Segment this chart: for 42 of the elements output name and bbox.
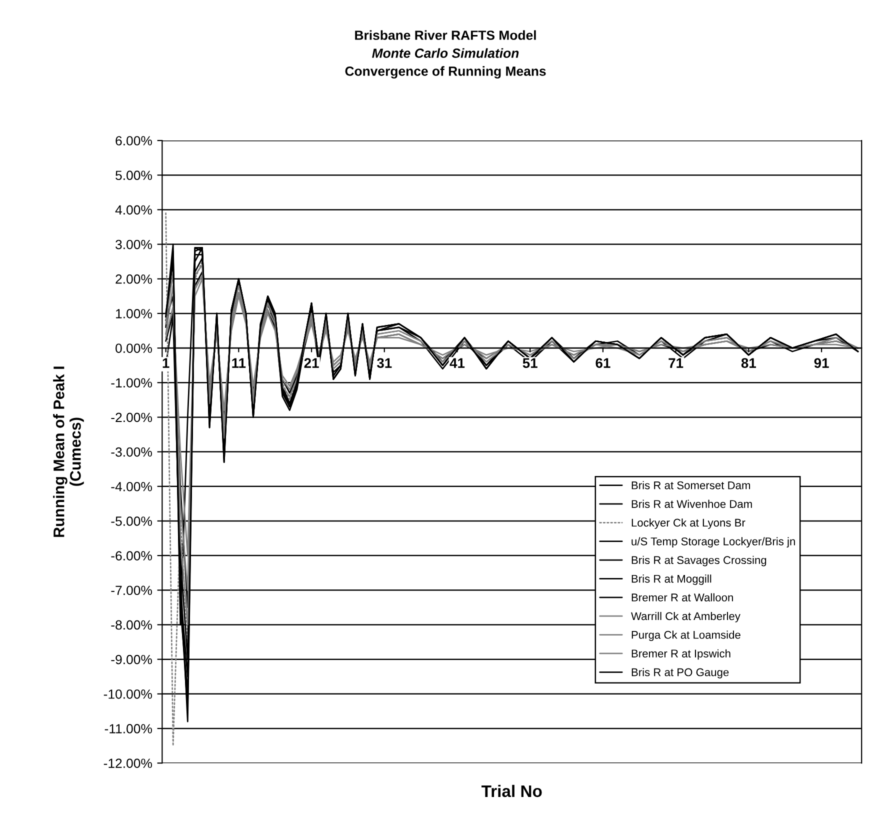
x-tick-label: 21 <box>304 358 319 368</box>
y-tick-label: -1.00% <box>111 378 152 388</box>
x-tick-label: 81 <box>741 358 756 368</box>
y-tick-label: 1.00% <box>116 309 152 318</box>
x-tick-label: 31 <box>376 358 392 368</box>
legend-label: Bris R at Somerset Dam <box>632 481 750 490</box>
y-tick-label: -2.00% <box>111 412 152 422</box>
legend-label: Lockyer Ck at Lyons Br <box>632 518 746 529</box>
y-tick-label: 4.00% <box>115 205 152 215</box>
x-tick-label: 91 <box>814 358 829 368</box>
chart-title: Brisbane River RAFTS Model Monte Carlo Simulation Convergence of Running Means <box>345 30 546 79</box>
y-tick-label: 3.00% <box>116 240 152 250</box>
legend-label: u/S Temp Storage Lockyer/Bris jn <box>632 537 795 548</box>
y-tick-label: 2.00% <box>116 274 152 284</box>
legend-label: Bris R at Moggill <box>632 574 712 585</box>
legend-label: Purga Ck at Loamside <box>632 630 740 641</box>
y-tick-label: -6.00% <box>111 551 152 560</box>
y-tick-label: -11.00% <box>104 724 152 734</box>
legend-label: Warrill Ck at Amberley <box>631 612 740 622</box>
y-tick-label: 0.00% <box>116 344 152 353</box>
y-tick-label: -7.00% <box>111 586 152 596</box>
x-tick-label: 41 <box>450 358 465 368</box>
y-tick-label: -8.00% <box>111 620 152 630</box>
legend-label: Bremer R at Walloon <box>632 593 733 602</box>
y-tick-label: -9.00% <box>111 654 152 664</box>
y-tick-label: -10.00% <box>104 689 152 699</box>
y-tick-label: -4.00% <box>111 482 152 492</box>
y-tick-label: 6.00% <box>116 136 152 146</box>
legend-label: Bris R at Wivenhoe Dam <box>632 500 752 508</box>
x-tick-label: 51 <box>522 358 538 368</box>
y-axis-title: Running Mean of Peak I (Cumecs) <box>53 366 84 537</box>
legend-label: Bris R at Savages Crossing <box>632 556 766 566</box>
x-axis-title: Trial No <box>482 784 542 798</box>
x-tick-label: 61 <box>596 358 610 368</box>
y-tick-label: -3.00% <box>111 447 152 457</box>
y-tick-label: -5.00% <box>111 516 152 526</box>
y-tick-label: 5.00% <box>116 170 152 180</box>
legend-label: Bris R at PO Gauge <box>632 668 729 678</box>
y-tick-label: -12.00% <box>104 758 152 768</box>
legend-label: Bremer R at Ipswich <box>632 649 730 660</box>
x-tick-label: 71 <box>668 358 684 368</box>
x-tick-label: 11 <box>232 358 246 368</box>
